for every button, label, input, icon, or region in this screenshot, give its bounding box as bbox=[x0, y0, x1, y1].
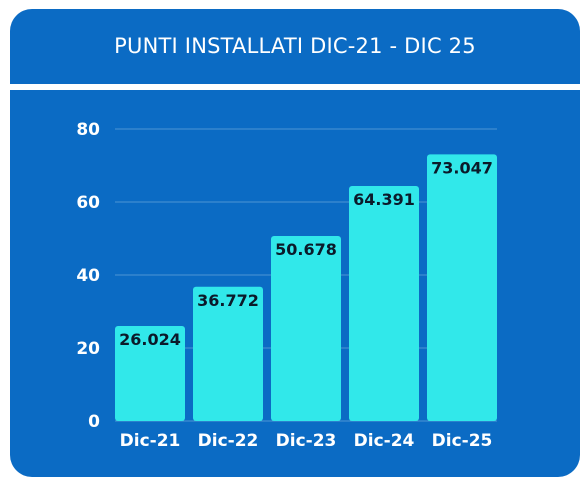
bar-dic-24 bbox=[349, 185, 419, 421]
data-label: 64.391 bbox=[353, 190, 415, 209]
x-category-label: Dic-25 bbox=[432, 431, 493, 451]
bar-dic-23 bbox=[271, 236, 341, 421]
y-tick-label: 60 bbox=[76, 193, 100, 213]
y-tick-label: 0 bbox=[88, 412, 100, 432]
data-label: 26.024 bbox=[119, 330, 181, 349]
title-divider bbox=[10, 84, 580, 90]
x-category-label: Dic-21 bbox=[120, 431, 181, 451]
data-label: 36.772 bbox=[197, 291, 259, 310]
bar-dic-21 bbox=[115, 326, 185, 421]
bar-dic-22 bbox=[193, 286, 263, 421]
chart-title: PUNTI INSTALLATI DIC-21 - DIC 25 bbox=[114, 33, 476, 58]
data-label: 50.678 bbox=[275, 240, 337, 259]
y-tick-label: 20 bbox=[76, 339, 100, 359]
x-category-label: Dic-24 bbox=[354, 431, 415, 451]
data-label: 73.047 bbox=[431, 158, 493, 177]
bar-dic-25 bbox=[427, 154, 497, 421]
y-tick-label: 80 bbox=[76, 120, 100, 140]
x-category-label: Dic-22 bbox=[198, 431, 259, 451]
y-tick-label: 40 bbox=[76, 266, 100, 286]
x-category-label: Dic-23 bbox=[276, 431, 337, 451]
